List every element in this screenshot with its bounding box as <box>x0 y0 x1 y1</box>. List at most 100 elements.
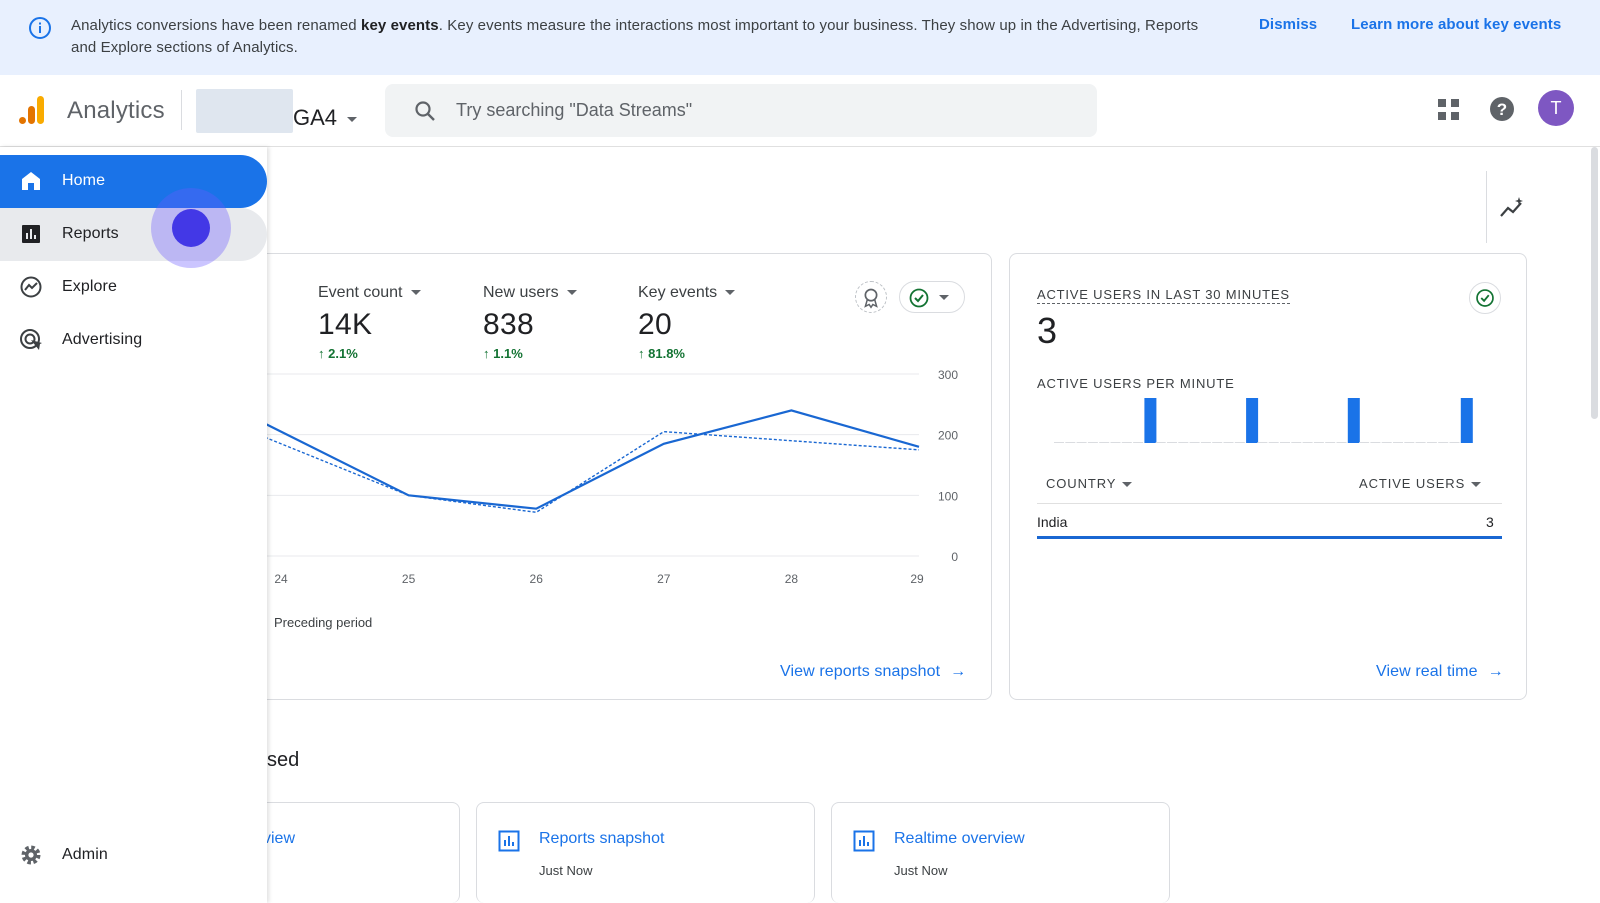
sidebar-item-reports[interactable]: Reports <box>0 208 267 261</box>
recent-card-reports-snapshot[interactable]: Reports snapshot Just Now <box>476 802 815 903</box>
insights-icon[interactable] <box>1498 194 1526 222</box>
x-tick-label: 25 <box>402 572 416 586</box>
metric-key-events[interactable]: Key events 20 ↑ 81.8% <box>638 284 736 361</box>
per-minute-bar <box>1426 442 1437 443</box>
per-minute-bar <box>1438 442 1449 443</box>
sidebar-item-advertising[interactable]: Advertising <box>0 314 267 367</box>
per-minute-bar[interactable] <box>1347 398 1360 443</box>
per-minute-bar <box>1381 442 1392 443</box>
recent-card-title[interactable]: view <box>263 830 296 847</box>
metric-label: Key events <box>638 284 718 301</box>
x-tick-label: 29 <box>910 572 924 586</box>
sidebar: Home Reports Explore Advertising Admin <box>0 147 267 903</box>
per-minute-bar <box>1359 442 1370 443</box>
per-minute-bar <box>1336 442 1347 443</box>
milestone-icon[interactable] <box>855 281 887 313</box>
per-minute-bar <box>1404 442 1415 443</box>
per-minute-bar <box>1133 442 1144 443</box>
dismiss-button[interactable]: Dismiss <box>1259 16 1318 33</box>
per-minute-bar <box>1257 442 1268 443</box>
insights-divider <box>1486 171 1487 243</box>
banner-key-events-term: key events <box>361 17 439 34</box>
x-tick-label: 24 <box>274 572 288 586</box>
data-quality-button[interactable] <box>899 281 965 313</box>
per-minute-bar <box>1223 442 1234 443</box>
arrow-right-icon: → <box>950 663 967 680</box>
per-minute-bar <box>1280 442 1290 443</box>
per-minute-bar <box>1393 442 1403 443</box>
check-circle-icon <box>909 288 929 308</box>
legend-preceding-period: Preceding period <box>274 615 373 630</box>
advertising-icon <box>20 329 42 350</box>
reports-icon <box>498 830 520 852</box>
per-minute-bar <box>1178 442 1189 443</box>
gear-icon <box>21 845 41 865</box>
sidebar-item-explore[interactable]: Explore <box>0 261 267 314</box>
arrow-up-icon: ↑ <box>483 346 490 361</box>
metric-label: Event count <box>318 284 403 301</box>
click-indicator-dot <box>172 209 210 247</box>
property-selector[interactable]: GA4 <box>293 105 338 130</box>
scrollbar[interactable] <box>1591 147 1598 419</box>
y-tick-label: 300 <box>938 368 958 382</box>
per-minute-bar[interactable] <box>1246 398 1259 443</box>
column-header-country[interactable]: COUNTRY <box>1046 476 1133 491</box>
table-row-bar <box>1037 536 1502 539</box>
top-header: Analytics GA4 ? T <box>0 75 1600 147</box>
apps-grid-icon[interactable] <box>1436 97 1462 123</box>
search-icon <box>415 101 435 121</box>
account-selector[interactable] <box>196 89 293 133</box>
sidebar-item-label: Reports <box>62 225 119 242</box>
chevron-down-icon <box>939 295 949 300</box>
key-events-banner: Analytics conversions have been renamed … <box>0 0 1600 75</box>
per-minute-bar <box>1291 442 1302 443</box>
y-tick-label: 200 <box>938 429 958 443</box>
overview-card: Event count 14K ↑ 2.1% New users 838 ↑ 1… <box>250 253 992 700</box>
reports-icon <box>853 830 875 852</box>
avatar[interactable]: T <box>1538 90 1574 126</box>
metric-value: 20 <box>638 308 672 341</box>
realtime-title[interactable]: ACTIVE USERS IN LAST 30 MINUTES <box>1037 287 1290 304</box>
per-minute-bar[interactable] <box>1460 398 1473 443</box>
metric-delta: ↑ 2.1% <box>318 346 358 361</box>
view-reports-snapshot-link[interactable]: View reports snapshot → <box>780 663 967 680</box>
per-minute-bar <box>1087 442 1098 443</box>
realtime-value: 3 <box>1037 310 1058 351</box>
per-minute-bar <box>1076 442 1087 443</box>
per-minute-bar <box>1054 442 1064 443</box>
per-minute-bar <box>1268 442 1279 443</box>
sidebar-item-home[interactable]: Home <box>0 155 267 208</box>
arrow-up-icon: ↑ <box>318 346 325 361</box>
per-minute-bar <box>1302 442 1313 443</box>
metric-delta: ↑ 81.8% <box>638 346 685 361</box>
explore-icon <box>20 276 42 298</box>
recent-card-realtime-overview[interactable]: Realtime overview Just Now <box>831 802 1170 903</box>
recent-card-title[interactable]: Reports snapshot <box>539 830 665 847</box>
view-real-time-link[interactable]: View real time → <box>1376 663 1504 680</box>
x-tick-label: 26 <box>530 572 544 586</box>
search-input[interactable] <box>456 84 1076 137</box>
home-icon <box>22 172 40 190</box>
search-bar[interactable] <box>385 84 1097 137</box>
sidebar-item-admin[interactable]: Admin <box>0 829 267 882</box>
chevron-down-icon[interactable] <box>347 117 357 122</box>
metric-value: 838 <box>483 308 534 341</box>
table-cell-users: 3 <box>1486 514 1494 530</box>
x-tick-label: 28 <box>785 572 799 586</box>
help-icon[interactable]: ? <box>1488 95 1516 123</box>
y-tick-label: 0 <box>951 550 958 564</box>
recent-card-title[interactable]: Realtime overview <box>894 830 1025 847</box>
metric-event-count[interactable]: Event count 14K ↑ 2.1% <box>318 284 421 361</box>
section-title-recently-accessed: sed <box>267 749 300 771</box>
check-circle-icon[interactable] <box>1469 282 1501 314</box>
per-minute-bar <box>1189 442 1200 443</box>
header-divider <box>181 90 182 130</box>
learn-more-link[interactable]: Learn more about key events <box>1351 16 1562 33</box>
column-header-active-users[interactable]: ACTIVE USERS <box>1359 476 1482 491</box>
per-minute-bar <box>1325 442 1336 443</box>
per-minute-bar <box>1370 442 1381 443</box>
metric-new-users[interactable]: New users 838 ↑ 1.1% <box>483 284 577 361</box>
per-minute-bar[interactable] <box>1144 398 1157 443</box>
sidebar-item-label: Advertising <box>62 331 143 348</box>
per-minute-label: ACTIVE USERS PER MINUTE <box>1037 376 1235 391</box>
